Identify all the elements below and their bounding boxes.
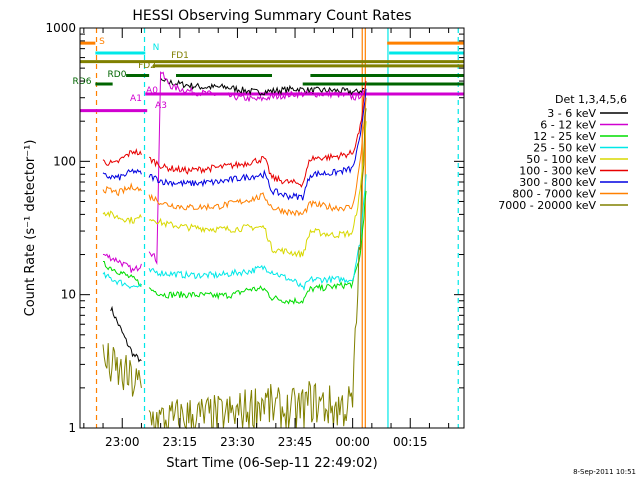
y-axis-label: Count Rate (s⁻¹ detector⁻¹)	[23, 140, 38, 317]
chart-title: HESSI Observing Summary Count Rates	[132, 8, 411, 24]
legend-label-1: 6 - 12 keV	[540, 119, 596, 132]
legend-header: Det 1,3,4,5,6	[555, 93, 627, 106]
flag-label-A0: A0	[146, 86, 158, 96]
flag-label-FD2: FD2	[138, 61, 156, 71]
series-line-7-0	[102, 182, 142, 197]
series-line-3-1	[148, 174, 367, 291]
series-line-0-1	[160, 77, 365, 97]
series-line-4-1	[148, 121, 367, 258]
plot-frame	[79, 27, 465, 429]
series-line-4-0	[102, 210, 142, 225]
x-tick-label-4: 00:00	[335, 435, 370, 449]
series-line-8-0	[102, 343, 142, 397]
plot-area: S N FD1 FD2 RD6 RD0 A0 A1 A3	[73, 28, 464, 430]
legend-label-5: 100 - 300 keV	[519, 165, 596, 178]
x-tick-label-0: 23:00	[105, 435, 140, 449]
x-axis-label: Start Time (06-Sep-11 22:49:02)	[166, 456, 377, 471]
series-line-2-0	[103, 261, 142, 288]
y-tick-label-2: 100	[53, 154, 76, 168]
legend-label-8: 7000 - 20000 keV	[498, 199, 596, 212]
y-axis: 1 10 100 1000	[45, 21, 464, 435]
legend-label-6: 300 - 800 keV	[519, 176, 596, 189]
timestamp: 8-Sep-2011 10:51	[573, 468, 636, 476]
legend-label-4: 50 - 100 keV	[526, 153, 596, 166]
series-line-7-1	[148, 97, 367, 217]
series-line-1-1	[148, 71, 365, 266]
flag-label-S: S	[99, 37, 105, 47]
series-line-0-0	[110, 305, 142, 363]
x-tick-label-1: 23:15	[163, 435, 198, 449]
x-axis: 23:00 23:15 23:30 23:45 00:00 00:15	[83, 28, 450, 449]
flag-label-A3: A3	[155, 101, 167, 111]
flag-label-RD0: RD0	[108, 70, 127, 80]
series-line-2-1	[148, 190, 367, 305]
legend-label-7: 800 - 7000 keV	[512, 188, 596, 201]
series-line-8-1	[148, 108, 367, 430]
y-tick-label-1: 10	[61, 288, 76, 302]
series-line-6-0	[102, 168, 142, 181]
x-tick-label-3: 23:45	[278, 435, 313, 449]
y-tick-label-3: 1000	[45, 21, 76, 35]
x-tick-label-5: 00:15	[393, 435, 428, 449]
flag-label-FD1: FD1	[171, 51, 189, 61]
series-line-5-0	[102, 148, 142, 166]
legend-label-3: 25 - 50 keV	[533, 142, 596, 155]
series-line-6-1	[148, 88, 367, 201]
series-line-3-0	[102, 271, 142, 290]
flag-label-N: N	[153, 43, 160, 53]
legend-label-0: 3 - 6 keV	[547, 107, 596, 120]
series-line-1-0	[102, 253, 142, 273]
y-tick-label-0: 1	[68, 421, 76, 435]
series-line-5-1	[148, 81, 367, 188]
flag-label-RD6: RD6	[73, 77, 92, 87]
legend-label-2: 12 - 25 keV	[533, 130, 596, 143]
x-tick-label-2: 23:30	[220, 435, 255, 449]
flag-label-A1: A1	[130, 94, 142, 104]
